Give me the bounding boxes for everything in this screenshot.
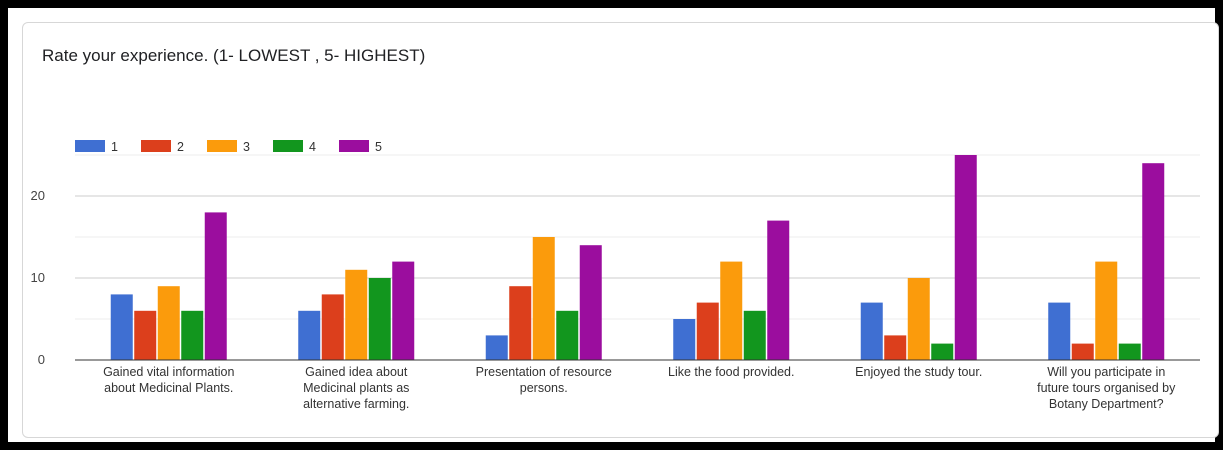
bar xyxy=(767,220,790,360)
bar xyxy=(181,310,204,360)
bar xyxy=(673,319,696,360)
bar xyxy=(931,343,954,360)
bar xyxy=(345,269,368,360)
bar xyxy=(509,286,532,360)
legend-swatch xyxy=(273,140,303,152)
bar xyxy=(1095,261,1118,360)
x-category-label: Enjoyed the study tour. xyxy=(855,365,982,379)
y-tick-label: 20 xyxy=(31,188,45,203)
y-tick-label: 0 xyxy=(38,352,45,367)
bar xyxy=(1142,163,1165,360)
chart-title: Rate your experience. (1- LOWEST , 5- HI… xyxy=(42,46,426,65)
bar xyxy=(368,278,391,360)
bar xyxy=(860,302,883,360)
legend-label: 2 xyxy=(177,140,184,154)
bar xyxy=(1048,302,1071,360)
legend-swatch xyxy=(141,140,171,152)
x-category-label: Gained vital information about Medicinal … xyxy=(103,365,234,395)
bar xyxy=(392,261,415,360)
bar xyxy=(954,155,977,360)
bar xyxy=(321,294,344,360)
legend-label: 1 xyxy=(111,140,118,154)
bar xyxy=(204,212,227,360)
bar xyxy=(884,335,907,360)
bar xyxy=(907,278,930,360)
bar xyxy=(696,302,719,360)
bar xyxy=(532,237,555,360)
x-category-label: Will you participate in future tours orga… xyxy=(1037,365,1176,411)
legend-label: 5 xyxy=(375,140,382,154)
bar xyxy=(485,335,508,360)
bar xyxy=(157,286,180,360)
bar xyxy=(579,245,602,360)
legend-swatch xyxy=(207,140,237,152)
legend-label: 3 xyxy=(243,140,250,154)
bar xyxy=(556,310,579,360)
legend-label: 4 xyxy=(309,140,316,154)
x-category-label: Like the food provided. xyxy=(668,365,794,379)
legend-swatch xyxy=(339,140,369,152)
y-tick-label: 10 xyxy=(31,270,45,285)
bar xyxy=(720,261,743,360)
bar xyxy=(743,310,766,360)
x-category-label: Gained idea about Medicinal plants as alte… xyxy=(303,365,409,411)
bar xyxy=(298,310,321,360)
bar xyxy=(134,310,157,360)
bar xyxy=(1071,343,1094,360)
legend-swatch xyxy=(75,140,105,152)
x-category-label: Presentation of resource persons. xyxy=(476,365,612,395)
bar xyxy=(1118,343,1141,360)
bar xyxy=(110,294,133,360)
